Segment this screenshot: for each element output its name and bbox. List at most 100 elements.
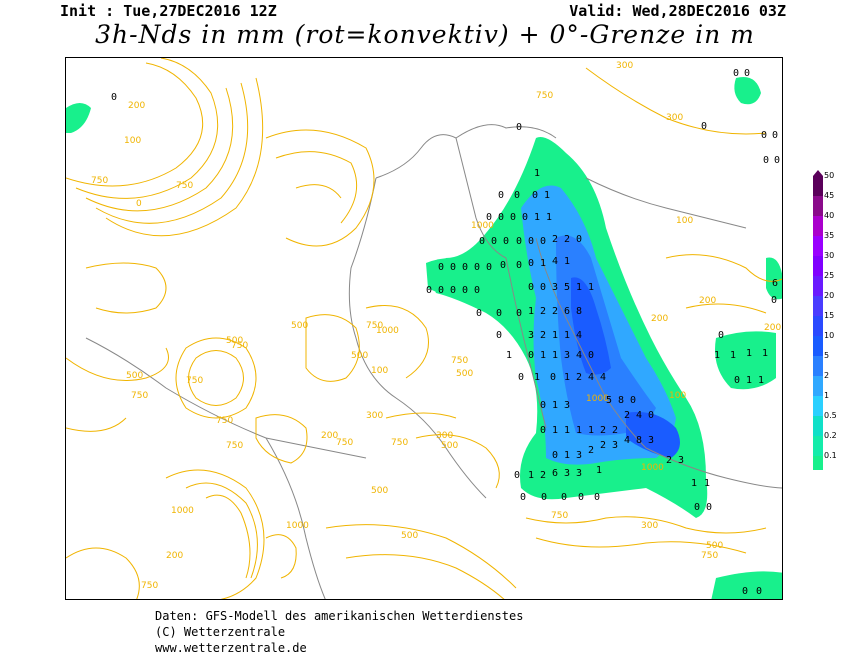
svg-text:0: 0 (761, 130, 767, 141)
svg-text:8: 8 (636, 435, 642, 446)
precip-area-core (571, 277, 611, 375)
svg-text:0: 0 (498, 212, 504, 223)
svg-text:5: 5 (564, 282, 570, 293)
svg-text:200: 200 (166, 551, 183, 561)
svg-text:6: 6 (552, 468, 558, 479)
svg-text:500: 500 (706, 541, 723, 551)
map-title: 3h-Nds in mm (rot=konvektiv) + 0°-Grenze… (95, 20, 755, 49)
svg-text:4: 4 (636, 410, 642, 421)
svg-text:2: 2 (552, 234, 558, 245)
svg-text:1: 1 (704, 478, 710, 489)
legend-label-25: 25 (824, 271, 835, 280)
svg-text:750: 750 (336, 438, 353, 448)
svg-text:300: 300 (616, 61, 633, 71)
legend-label-20: 20 (824, 291, 835, 300)
svg-text:500: 500 (441, 441, 458, 451)
svg-text:2: 2 (666, 455, 672, 466)
legend-label-15: 15 (824, 311, 835, 320)
svg-text:3: 3 (528, 330, 534, 341)
svg-text:750: 750 (701, 551, 718, 561)
weather-map: 200 100 750 750 0 1000 750 1000 500 750 500 750 … (65, 57, 783, 600)
precip-area-northeast (734, 77, 761, 105)
svg-text:8: 8 (618, 395, 624, 406)
svg-text:1: 1 (746, 348, 752, 359)
svg-text:0: 0 (576, 234, 582, 245)
svg-text:4: 4 (576, 350, 582, 361)
svg-text:0: 0 (763, 155, 769, 166)
svg-text:0: 0 (516, 236, 522, 247)
svg-text:0: 0 (474, 285, 480, 296)
svg-text:750: 750 (536, 91, 553, 101)
svg-text:1: 1 (552, 330, 558, 341)
svg-text:300: 300 (666, 113, 683, 123)
svg-text:100: 100 (371, 366, 388, 376)
svg-text:1000: 1000 (586, 394, 609, 404)
svg-text:200: 200 (128, 101, 145, 111)
country-borders (85, 124, 782, 599)
svg-text:0: 0 (528, 258, 534, 269)
svg-text:0: 0 (426, 285, 432, 296)
svg-text:3: 3 (576, 468, 582, 479)
svg-text:0: 0 (541, 492, 547, 503)
svg-text:0: 0 (111, 92, 117, 103)
svg-text:2: 2 (612, 425, 618, 436)
svg-text:1000: 1000 (171, 506, 194, 516)
svg-text:500: 500 (126, 371, 143, 381)
legend-label-50: 50 (824, 171, 835, 180)
svg-text:3: 3 (612, 440, 618, 451)
svg-text:1: 1 (762, 348, 768, 359)
precip-area-west (426, 258, 480, 298)
precip-area-east (715, 331, 776, 390)
svg-text:2: 2 (540, 306, 546, 317)
legend-label-2: 2 (824, 371, 830, 380)
precip-area-northwest (66, 103, 91, 133)
svg-text:1: 1 (564, 256, 570, 267)
svg-text:1: 1 (588, 282, 594, 293)
svg-text:0: 0 (438, 262, 444, 273)
svg-text:0: 0 (540, 425, 546, 436)
valid-time: Valid: Wed,28DEC2016 03Z (569, 2, 786, 20)
svg-text:0: 0 (706, 502, 712, 513)
legend-label-30: 30 (824, 251, 835, 260)
svg-text:200: 200 (651, 314, 668, 324)
svg-text:0: 0 (496, 308, 502, 319)
svg-text:1000: 1000 (641, 463, 664, 473)
svg-text:0: 0 (528, 236, 534, 247)
legend-colorbar (813, 170, 823, 470)
svg-text:100: 100 (124, 136, 141, 146)
svg-text:1: 1 (758, 375, 764, 386)
svg-text:2: 2 (600, 425, 606, 436)
svg-text:1: 1 (540, 350, 546, 361)
svg-text:2: 2 (564, 234, 570, 245)
svg-text:0: 0 (718, 330, 724, 341)
svg-text:2: 2 (588, 445, 594, 456)
svg-text:1000: 1000 (471, 221, 494, 231)
svg-text:1: 1 (506, 350, 512, 361)
svg-text:1: 1 (540, 258, 546, 269)
legend-label-40: 40 (824, 211, 835, 220)
svg-text:0: 0 (522, 212, 528, 223)
svg-text:0: 0 (516, 308, 522, 319)
svg-text:0: 0 (528, 350, 534, 361)
svg-text:100: 100 (669, 391, 686, 401)
svg-text:0: 0 (438, 285, 444, 296)
svg-text:1: 1 (552, 425, 558, 436)
svg-text:3: 3 (552, 282, 558, 293)
svg-text:3: 3 (564, 468, 570, 479)
svg-text:750: 750 (231, 341, 248, 351)
svg-text:0: 0 (742, 586, 748, 597)
svg-text:2: 2 (540, 330, 546, 341)
svg-text:0: 0 (772, 130, 778, 141)
footer-website: www.wetterzentrale.de (155, 641, 307, 655)
svg-text:200: 200 (764, 323, 781, 333)
svg-text:0: 0 (540, 400, 546, 411)
svg-text:0: 0 (450, 285, 456, 296)
svg-text:750: 750 (226, 441, 243, 451)
svg-text:0: 0 (771, 295, 777, 306)
precip-legend: 50 45 40 35 30 25 20 15 10 5 2 1 0.5 0.2… (813, 170, 850, 470)
svg-text:1: 1 (546, 212, 552, 223)
init-time: Init : Tue,27DEC2016 12Z (60, 2, 277, 20)
svg-text:0: 0 (733, 68, 739, 79)
svg-text:4: 4 (588, 372, 594, 383)
